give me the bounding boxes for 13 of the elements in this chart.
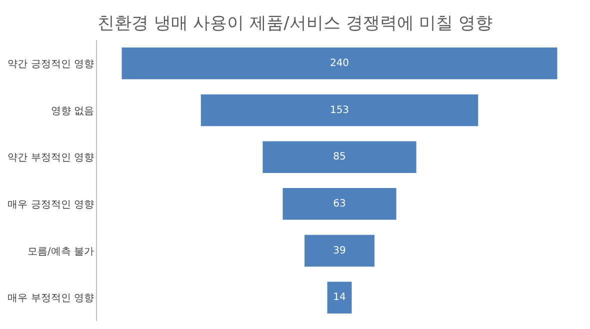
data-label: 85 (333, 152, 346, 163)
text: 친환경 냉매 사용이 제품/서비스 경쟁력에 미칠 영향 (97, 13, 493, 34)
data-label: 14 (333, 292, 346, 304)
data-label: 63 (333, 198, 346, 210)
category-label: 매우 부정적인 영향 (8, 293, 94, 304)
category-label: 매우 긍정적인 영향 (8, 199, 94, 210)
category-label: 약간 부정적인 영향 (8, 152, 94, 164)
category-label: 모름/예측 불가 (27, 246, 94, 258)
category-label: 약간 긍정적인 영향 (8, 58, 94, 70)
data-label: 153 (330, 104, 350, 116)
data-label: 240 (330, 58, 350, 69)
data-label: 39 (333, 245, 346, 256)
category-label: 영향 없음 (50, 106, 94, 117)
